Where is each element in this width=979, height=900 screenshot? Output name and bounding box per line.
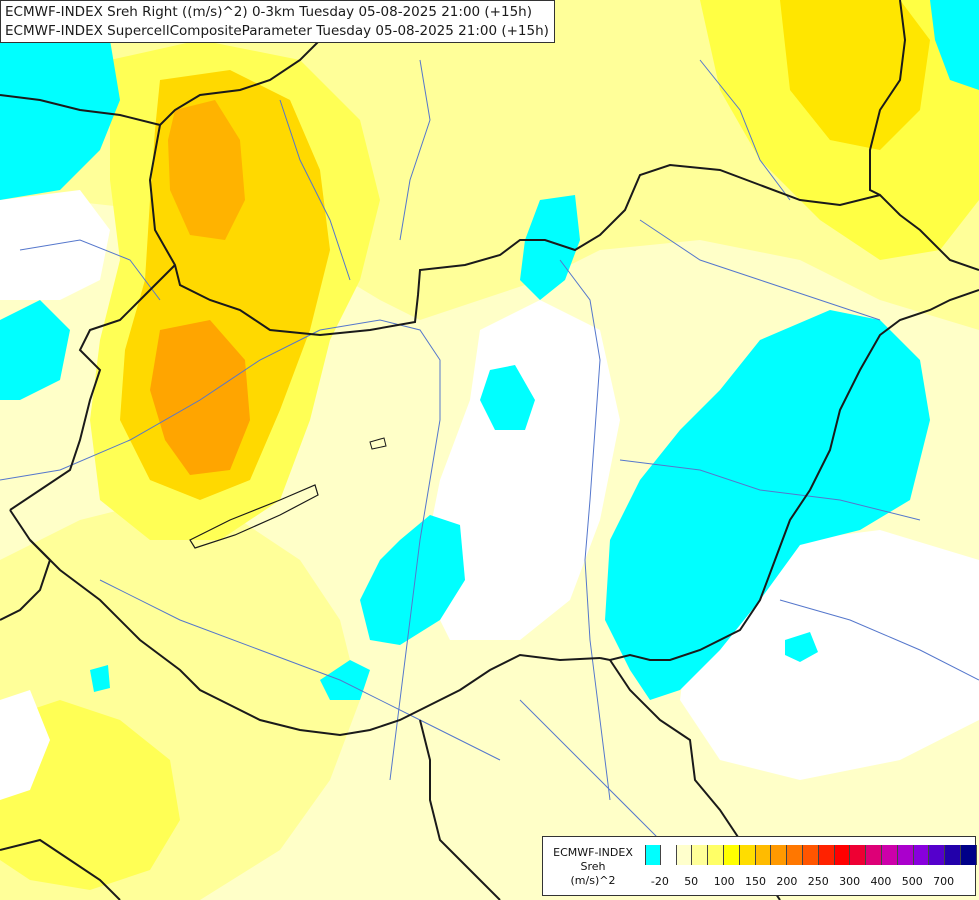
- river-east-2: [619, 459, 921, 521]
- legend-swatch-12: [834, 845, 851, 865]
- border-sw-tail: [0, 838, 121, 900]
- map-title: ECMWF-INDEX Sreh Right ((m/s)^2) 0-3km T…: [0, 0, 555, 43]
- cyan-zone-central: [360, 515, 465, 645]
- legend-tick-50: 50: [684, 875, 699, 888]
- legend-swatch-4: [708, 845, 724, 865]
- legend-swatch-0: [645, 845, 661, 865]
- orange-zone-north: [168, 100, 245, 240]
- color-legend: ECMWF-INDEX Sreh (m/s)^2 -20 50 100 150 200 2…: [542, 836, 977, 896]
- legend-swatch-5: [723, 845, 740, 865]
- cyan-zone-northeast: [930, 0, 979, 90]
- legend-swatch-8: [771, 845, 788, 865]
- legend-swatch-2: [676, 845, 693, 865]
- legend-swatch-14: [866, 845, 882, 865]
- legend-tick-150: 150: [745, 875, 767, 888]
- legend-tick-400: 400: [870, 875, 892, 888]
- river-south-1: [99, 579, 501, 761]
- border-hu-west: [9, 264, 176, 511]
- legend-ticks: -20 50 100 150 200 250 300 400 500 700: [645, 875, 975, 889]
- border-hu-south: [9, 509, 601, 737]
- legend-tick-200: 200: [776, 875, 798, 888]
- legend-swatch-3: [692, 845, 709, 865]
- border-cz-sk: [148, 124, 979, 337]
- legend-swatch-13: [850, 845, 867, 865]
- legend-swatch-15: [881, 845, 898, 865]
- border-northeast-ua: [869, 0, 907, 196]
- legend-swatch-19: [945, 845, 961, 865]
- legend-swatch-11: [818, 845, 835, 865]
- title-line-sreh: ECMWF-INDEX Sreh Right ((m/s)^2) 0-3km T…: [5, 4, 532, 20]
- river-danube-west: [0, 329, 321, 481]
- legend-swatch-6: [739, 845, 756, 865]
- river-north-2: [399, 59, 431, 241]
- legend-tick--20: -20: [650, 875, 669, 888]
- legend-swatch-16: [897, 845, 914, 865]
- cyan-zone-small: [480, 365, 535, 430]
- river-east-1: [639, 219, 881, 321]
- legend-unit: (m/s)^2: [570, 874, 616, 887]
- title-line-scp: ECMWF-INDEX SupercellCompositeParameter …: [5, 23, 549, 39]
- legend-swatch-9: [787, 845, 803, 865]
- legend-tick-300: 300: [839, 875, 861, 888]
- river-south-2: [519, 699, 681, 861]
- cyan-zone-east-small: [785, 632, 818, 662]
- border-southwest: [0, 539, 52, 621]
- legend-swatch-20: [960, 845, 977, 865]
- legend-swatch-18: [929, 845, 946, 865]
- legend-tick-100: 100: [713, 875, 735, 888]
- legend-swatches: [645, 845, 977, 865]
- legend-swatch-17: [913, 845, 930, 865]
- lake-small: [369, 437, 387, 450]
- cyan-zone-northwest: [0, 0, 120, 200]
- lake-balaton: [189, 484, 319, 549]
- cyan-zone-west: [0, 300, 70, 400]
- cyan-zone-southwest-small: [90, 665, 110, 692]
- legend-tick-500: 500: [901, 875, 923, 888]
- legend-swatch-1: [660, 845, 677, 865]
- legend-swatch-10: [802, 845, 819, 865]
- border-hu-east: [599, 289, 979, 662]
- river-east-3: [779, 599, 979, 681]
- river-northeast: [699, 59, 791, 201]
- cyan-zone-south-central: [320, 660, 370, 700]
- orange-zone-south: [150, 320, 250, 475]
- legend-swatch-7: [755, 845, 772, 865]
- cyan-zone-north-central: [520, 195, 580, 300]
- river-north-1: [279, 99, 351, 281]
- cyan-zone-east-large: [605, 310, 930, 700]
- legend-tick-700: 700: [933, 875, 955, 888]
- legend-source: ECMWF-INDEX: [553, 846, 633, 859]
- river-tisza: [559, 259, 611, 801]
- white-gap-southwest: [0, 690, 50, 800]
- white-gap-central: [420, 300, 620, 640]
- legend-tick-250: 250: [807, 875, 829, 888]
- river-west-1: [19, 239, 161, 301]
- legend-parameter: Sreh: [580, 860, 606, 873]
- border-hr-rs: [419, 719, 501, 900]
- gold-zone-northeast: [780, 0, 930, 150]
- white-gap-west: [0, 190, 110, 300]
